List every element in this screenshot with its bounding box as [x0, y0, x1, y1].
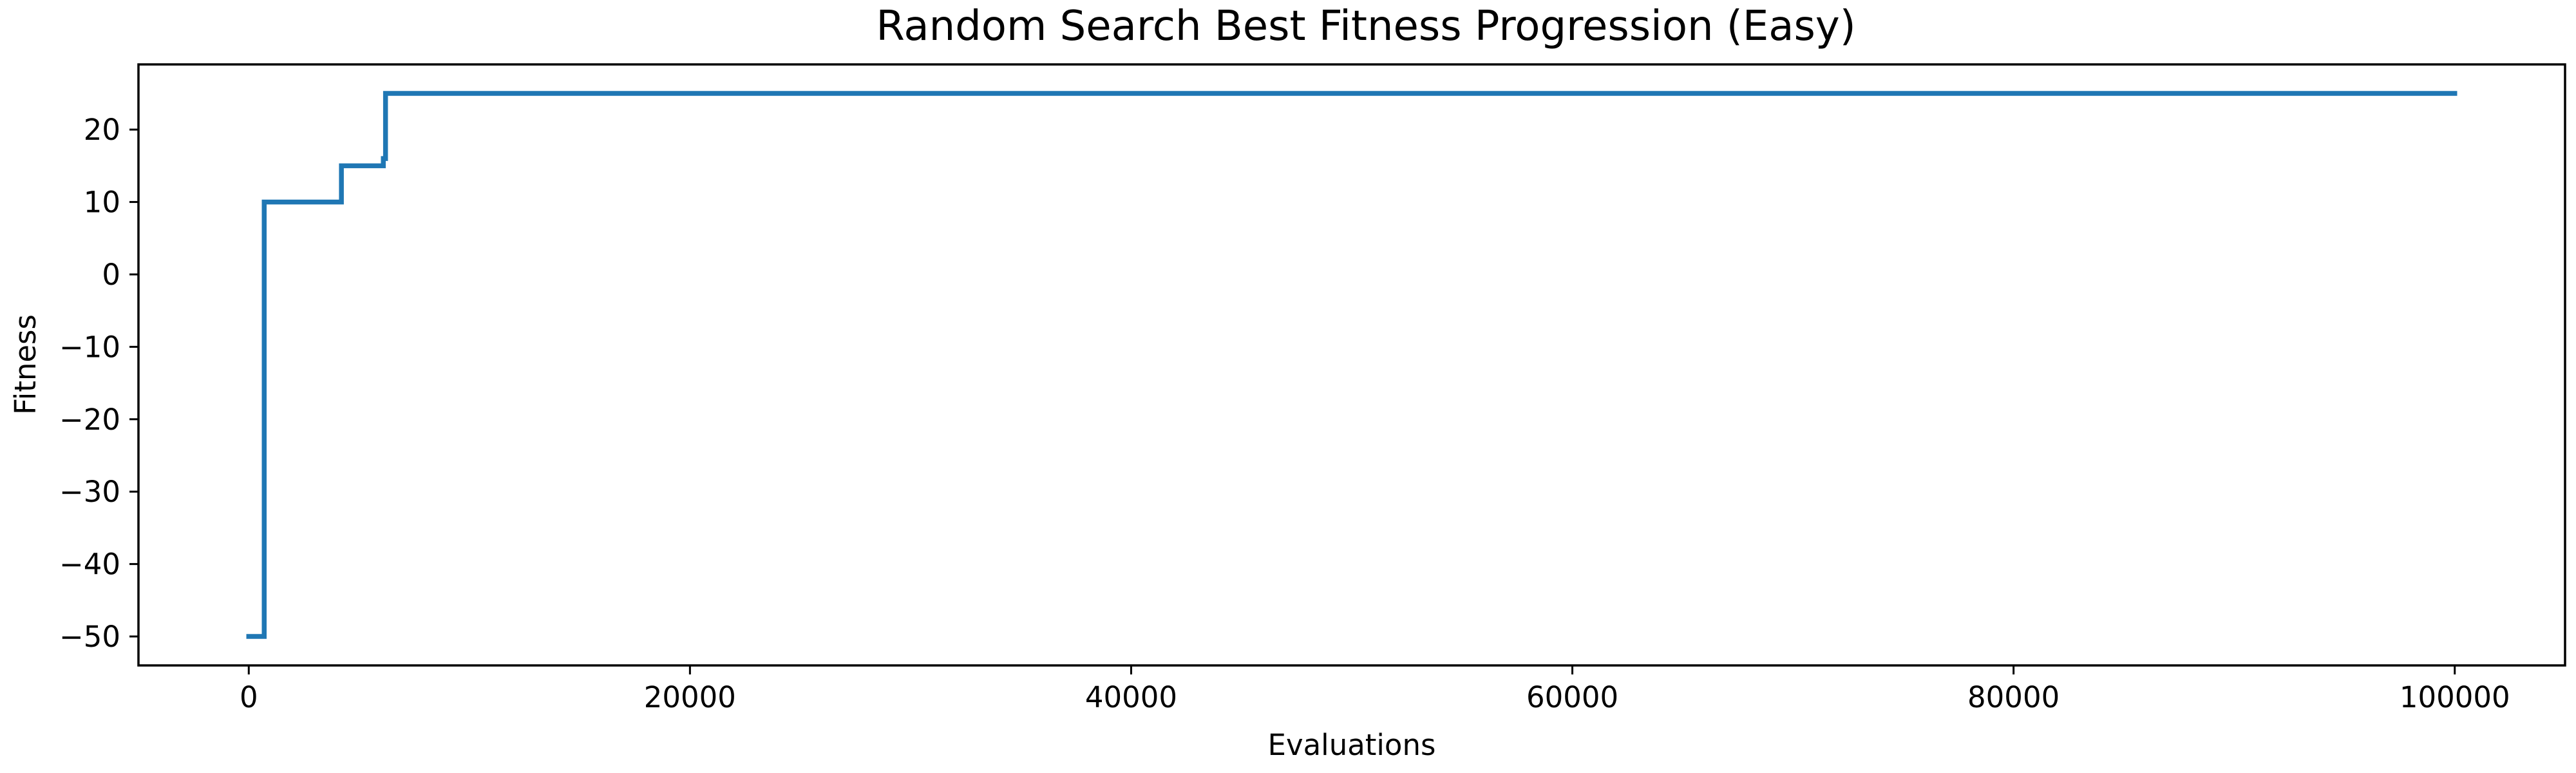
- x-tick-label: 60000: [1526, 680, 1618, 714]
- y-tick-label: −30: [59, 475, 120, 509]
- y-tick-label: −50: [59, 620, 120, 654]
- y-axis: 20 10 0 −10 −20 −30 −40 −50: [59, 113, 138, 654]
- y-tick-label: −10: [59, 330, 120, 364]
- x-tick-label: 0: [240, 680, 258, 714]
- x-tick-label: 20000: [644, 680, 736, 714]
- plot-frame: [137, 63, 2566, 667]
- y-tick-label: 0: [102, 258, 120, 292]
- y-tick-label: 10: [84, 186, 120, 220]
- x-axis-label: Evaluations: [1268, 728, 1436, 762]
- x-tick-label: 100000: [2400, 680, 2510, 714]
- series-layer: [246, 91, 2458, 639]
- x-tick-label: 40000: [1085, 680, 1177, 714]
- y-tick-label: −40: [59, 548, 120, 582]
- chart-title: Random Search Best Fitness Progression (…: [876, 3, 1855, 50]
- x-axis: 0 20000 40000 60000 80000 100000: [240, 665, 2510, 714]
- y-tick-label: −20: [59, 403, 120, 437]
- x-tick-label: 80000: [1967, 680, 2060, 714]
- plot-area: [137, 63, 2566, 667]
- fitness-series-line: [246, 91, 2458, 639]
- y-tick-label: 20: [84, 113, 120, 147]
- y-axis-label: Fitness: [8, 314, 43, 415]
